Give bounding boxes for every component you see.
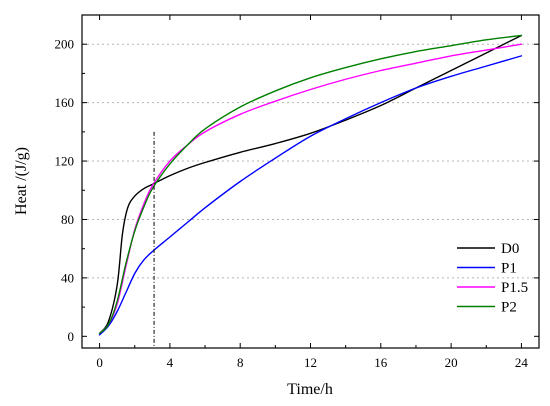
- x-tick-label: 4: [167, 355, 174, 370]
- legend-label-p1: P1: [501, 261, 517, 277]
- series-line-d0: [98, 34, 523, 335]
- y-axis-title: Heat /(J/g): [13, 147, 30, 215]
- y-tick-label: 40: [61, 270, 74, 285]
- tick-layer: 0 40 80 120 160 200 0 4 8 12 16 20 24: [55, 15, 539, 370]
- y-tick-label: 0: [68, 329, 75, 344]
- legend: D0 P1 P1.5 P2: [457, 241, 528, 316]
- plot-frame: [81, 14, 540, 349]
- legend-label-p1-5: P1.5: [501, 280, 528, 296]
- series-line-p1: [98, 55, 523, 336]
- grid-layer: [82, 43, 539, 279]
- legend-label-d0: D0: [501, 241, 519, 257]
- y-tick-label: 160: [55, 95, 75, 110]
- x-tick-label: 12: [304, 355, 317, 370]
- y-tick-label: 200: [55, 37, 75, 52]
- x-tick-label: 0: [96, 355, 103, 370]
- x-axis-title: Time/h: [287, 381, 333, 398]
- x-tick-label: 16: [374, 355, 388, 370]
- series-line-p2: [98, 34, 523, 335]
- series-line-p1-5: [98, 43, 523, 335]
- y-tick-label: 80: [61, 212, 74, 227]
- series-layer: [98, 34, 523, 336]
- y-tick-label: 120: [55, 154, 75, 169]
- x-tick-label: 24: [515, 355, 529, 370]
- x-tick-label: 20: [445, 355, 458, 370]
- x-tick-label: 8: [237, 355, 244, 370]
- legend-label-p2: P2: [501, 300, 517, 316]
